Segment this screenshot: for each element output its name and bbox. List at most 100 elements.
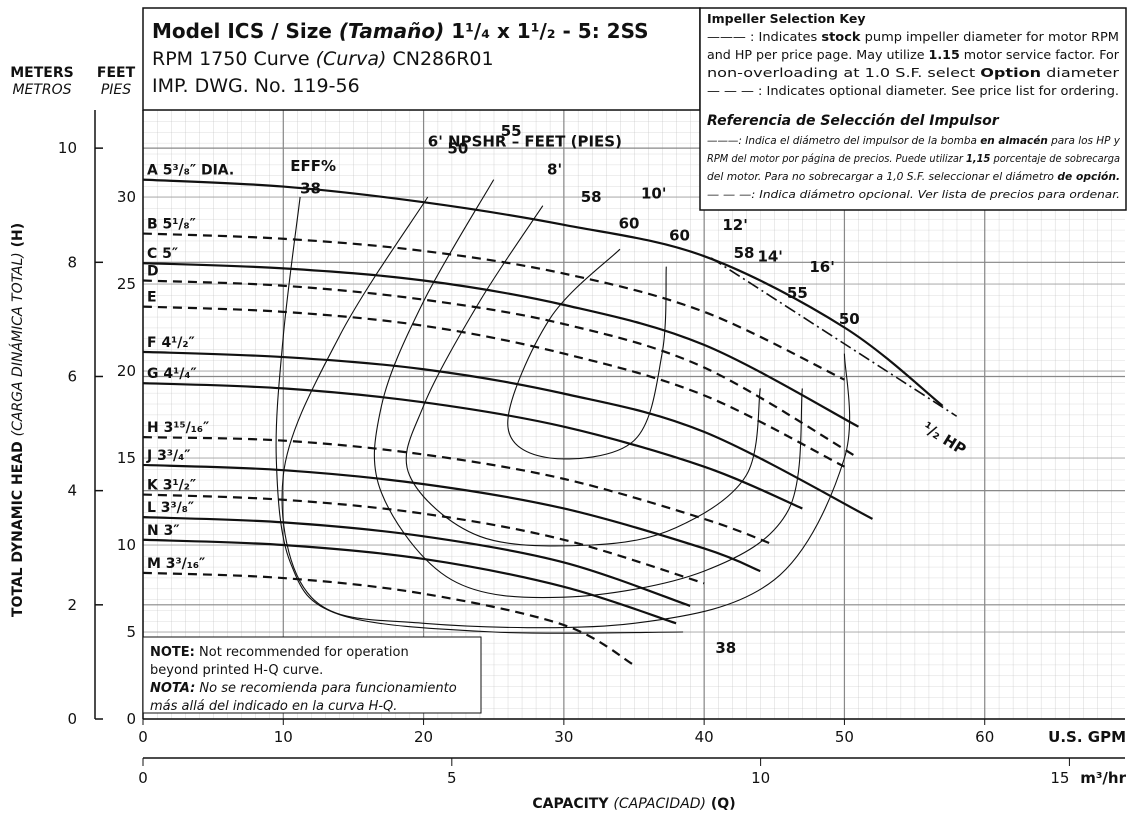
annotation: 58 <box>734 244 755 262</box>
curve-label: F 4¹/₂″ <box>147 335 195 351</box>
curve-label: G 4¹/₄″ <box>147 366 197 382</box>
impeller-curve <box>142 571 635 667</box>
curve-label: B 5¹/₈″ <box>147 217 196 233</box>
x-units: U.S. GPM <box>1048 728 1126 746</box>
impeller-curve <box>142 262 859 428</box>
annotation: 14' <box>757 247 782 265</box>
impeller-curve <box>142 279 860 459</box>
header-line: RPM 1750 Curve (Curva) CN286R01 <box>152 48 494 70</box>
note-line: NOTA: No se recomienda para funcionamien… <box>150 681 457 696</box>
key-es-line-part: para los HP y <box>1048 134 1121 147</box>
x-axis-label: CAPACITY (CAPACIDAD) (Q) <box>532 796 735 812</box>
x-axis-label-part: (Q) <box>706 796 736 812</box>
header-line: Model ICS / Size (Tamaño) 1¹/₄ x 1¹/₂ - … <box>152 19 648 43</box>
header-line-part: (Curva) <box>316 48 387 70</box>
annotation: EFF% <box>290 157 336 175</box>
note-line-part: más allá del indicado en la curva H-Q. <box>150 699 397 714</box>
key-title: Impeller Selection Key <box>707 11 866 26</box>
y-units-es: PIES <box>101 82 131 98</box>
impeller-curve <box>142 516 691 607</box>
x-tick-label: 40 <box>695 728 714 746</box>
y-tick-label: 10 <box>117 536 136 554</box>
curve-label: N 3″ <box>147 523 180 539</box>
annotation: 38 <box>715 639 736 657</box>
y-units: FEET <box>97 65 136 81</box>
header-line: IMP. DWG. No. 119-56 <box>152 75 360 97</box>
y-axis-label-part: TOTAL DYNAMIC HEAD <box>10 436 26 617</box>
y-axis-label-part: (H) <box>10 223 26 252</box>
header-line-part: CN286R01 <box>386 48 493 70</box>
annotation: 50 <box>447 140 468 158</box>
efficiency-curve <box>275 196 684 634</box>
efficiency-curve <box>405 205 761 547</box>
annotation: 38 <box>300 180 321 198</box>
key-es-line: ———: Indica el diámetro del impulsor de … <box>707 134 1120 147</box>
y-tick-label: 25 <box>117 275 136 293</box>
curve-label: L 3³/₈″ <box>147 500 194 516</box>
key-line-part: stock <box>821 30 861 44</box>
note-box <box>142 636 482 714</box>
annotation: 50 <box>839 310 860 328</box>
note-line: beyond printed H-Q curve. <box>150 663 323 678</box>
key-line-part: diameter <box>1041 66 1119 80</box>
key-es-line-part: ———: Indica el diámetro del impulsor de … <box>707 134 980 147</box>
key-es-line: — — —: Indica diámetro opcional. Ver lis… <box>707 188 1120 201</box>
annotation: 60 <box>619 214 640 232</box>
key-line: non-overloading at 1.0 S.F. select Optio… <box>707 66 1119 80</box>
annotation: 8' <box>547 160 562 178</box>
y-tick-label: 5 <box>126 623 136 641</box>
key-line-part: pump impeller diameter for motor RPM <box>861 30 1119 44</box>
y-tick-label: 30 <box>117 188 136 206</box>
annotation: 55 <box>787 284 808 302</box>
y2-units: METERS <box>10 65 73 81</box>
x-tick-label: 0 <box>138 728 148 746</box>
key-box <box>699 7 1127 211</box>
annotation: 6' NPSHR – FEET (PIES) <box>428 133 622 151</box>
key-line: — — — : Indicates optional diameter. See… <box>707 84 1119 98</box>
y2-tick-label: 10 <box>58 139 77 157</box>
x2-tick-label: 0 <box>138 769 148 787</box>
note-line-part: beyond printed H-Q curve. <box>150 663 323 678</box>
y2-units-es: METROS <box>12 82 71 98</box>
header-line-part: RPM 1750 Curve <box>152 48 316 70</box>
efficiency-curve <box>507 248 667 460</box>
y-tick-label: 15 <box>117 449 136 467</box>
y-tick-label: 20 <box>117 362 136 380</box>
curve-label: K 3¹/₂″ <box>147 478 196 494</box>
note-line-part: NOTE: <box>150 645 195 660</box>
key-line: and HP per price page. May utilize 1.15 … <box>707 48 1119 62</box>
y2-tick-label: 6 <box>67 367 77 385</box>
y2-tick-label: 4 <box>67 482 77 500</box>
efficiency-curve <box>281 196 851 629</box>
key-line: ——— : Indicates stock pump impeller diam… <box>707 30 1119 44</box>
impeller-curve <box>142 493 705 585</box>
key-es-line-part: de opción. <box>1057 170 1120 183</box>
annotation: 16' <box>809 258 834 276</box>
x2-units: m³/hr <box>1080 769 1126 787</box>
header-box <box>142 7 701 111</box>
efficiency-curve <box>373 179 803 599</box>
y2-tick-label: 2 <box>67 596 77 614</box>
annotation: 58 <box>581 188 602 206</box>
note-line: más allá del indicado en la curva H-Q. <box>150 699 397 714</box>
x-tick-label: 20 <box>414 728 433 746</box>
header-line-part: 1¹/₄ x 1¹/₂ - 5: 2SS <box>444 19 648 43</box>
annotation: 55 <box>501 122 522 140</box>
impeller-curve <box>142 463 761 573</box>
key-es-line-part: en almacén <box>980 134 1048 147</box>
y2-tick-label: 8 <box>67 253 77 271</box>
note-line: NOTE: Not recommended for operation <box>150 645 409 660</box>
curve-label: D <box>147 264 159 280</box>
y2-tick-label: 0 <box>67 710 77 728</box>
impeller-curve <box>142 305 845 468</box>
annotation: 12' <box>722 216 747 234</box>
curve-label: M 3³/₁₆″ <box>147 556 205 572</box>
impeller-curve <box>142 350 873 520</box>
annotation: 60 <box>669 227 690 245</box>
key-es-line-part: del motor. Para no sobrecargar a 1,0 S.F… <box>707 170 1057 183</box>
curve-label: A 5³/₈″ DIA. <box>147 163 234 179</box>
note-line-part: NOTA: <box>150 681 195 696</box>
impeller-curve <box>142 178 944 407</box>
key-line-part: motor service factor. For <box>960 48 1119 62</box>
